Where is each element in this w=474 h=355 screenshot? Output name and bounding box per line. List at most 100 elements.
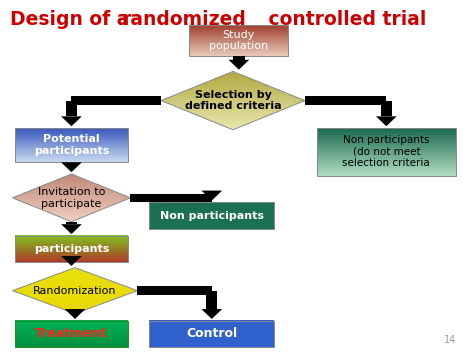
- Polygon shape: [188, 111, 278, 112]
- Bar: [15, 339, 128, 340]
- Polygon shape: [61, 162, 82, 172]
- Bar: [15, 323, 128, 324]
- Bar: [149, 321, 274, 347]
- Bar: [15, 130, 128, 131]
- Bar: [317, 172, 456, 173]
- Polygon shape: [71, 312, 79, 313]
- Polygon shape: [35, 206, 108, 207]
- Bar: [317, 148, 456, 149]
- Bar: [149, 326, 274, 327]
- Bar: [190, 36, 289, 37]
- Polygon shape: [39, 300, 111, 301]
- Polygon shape: [168, 97, 298, 98]
- Bar: [15, 257, 128, 258]
- Bar: [149, 333, 274, 334]
- Bar: [149, 321, 274, 322]
- Bar: [15, 252, 128, 253]
- Bar: [15, 332, 128, 333]
- Polygon shape: [56, 180, 87, 181]
- Polygon shape: [49, 182, 94, 184]
- Bar: [149, 337, 274, 338]
- Bar: [149, 323, 274, 324]
- Bar: [317, 133, 456, 134]
- Bar: [15, 341, 128, 342]
- Bar: [15, 341, 128, 342]
- Bar: [15, 148, 128, 149]
- Bar: [15, 236, 128, 237]
- Bar: [190, 54, 289, 55]
- Polygon shape: [232, 71, 235, 72]
- Bar: [149, 214, 274, 215]
- Polygon shape: [206, 118, 260, 119]
- Polygon shape: [23, 202, 120, 203]
- Bar: [15, 258, 128, 259]
- Bar: [15, 130, 128, 131]
- Bar: [149, 211, 274, 212]
- Bar: [15, 239, 128, 240]
- Bar: [317, 144, 456, 146]
- Bar: [15, 129, 128, 130]
- Bar: [190, 51, 289, 53]
- Bar: [15, 258, 128, 259]
- Polygon shape: [24, 294, 126, 295]
- Bar: [190, 28, 289, 29]
- Bar: [149, 222, 274, 223]
- Bar: [149, 332, 274, 333]
- Bar: [149, 210, 274, 211]
- Bar: [15, 321, 128, 322]
- Bar: [149, 209, 274, 210]
- Polygon shape: [19, 288, 131, 289]
- Bar: [15, 336, 128, 337]
- Bar: [190, 26, 289, 27]
- Bar: [15, 146, 128, 147]
- Polygon shape: [209, 119, 257, 120]
- Bar: [317, 142, 456, 143]
- Bar: [15, 332, 128, 333]
- Bar: [15, 152, 128, 153]
- Bar: [149, 225, 274, 226]
- Bar: [149, 207, 274, 208]
- Bar: [317, 130, 456, 131]
- Polygon shape: [226, 126, 240, 127]
- Polygon shape: [211, 80, 255, 81]
- Bar: [149, 346, 274, 347]
- Bar: [15, 246, 128, 247]
- Bar: [317, 141, 456, 142]
- Polygon shape: [209, 81, 257, 82]
- Bar: [15, 245, 128, 246]
- Bar: [15, 328, 128, 329]
- Bar: [15, 242, 128, 243]
- Bar: [15, 144, 128, 145]
- Polygon shape: [182, 91, 283, 92]
- Polygon shape: [61, 224, 82, 234]
- Bar: [149, 344, 274, 345]
- Polygon shape: [185, 90, 281, 91]
- Polygon shape: [61, 272, 89, 273]
- Bar: [15, 138, 128, 139]
- Bar: [190, 37, 289, 38]
- Bar: [317, 145, 456, 146]
- Polygon shape: [174, 105, 292, 106]
- Bar: [190, 29, 289, 31]
- Bar: [317, 149, 456, 150]
- Bar: [190, 52, 289, 53]
- Bar: [15, 134, 128, 135]
- Bar: [317, 143, 456, 145]
- Bar: [15, 157, 128, 158]
- Bar: [15, 141, 128, 142]
- Polygon shape: [21, 194, 122, 195]
- Polygon shape: [232, 129, 235, 130]
- Bar: [15, 330, 128, 331]
- Bar: [15, 153, 128, 154]
- Bar: [149, 226, 274, 227]
- Bar: [190, 30, 289, 31]
- Bar: [317, 166, 456, 168]
- Polygon shape: [36, 299, 114, 300]
- Polygon shape: [223, 75, 243, 76]
- Polygon shape: [163, 99, 303, 100]
- Polygon shape: [42, 209, 101, 210]
- Bar: [317, 164, 456, 165]
- Bar: [149, 209, 274, 210]
- Bar: [190, 51, 289, 52]
- Text: controlled trial: controlled trial: [263, 10, 427, 28]
